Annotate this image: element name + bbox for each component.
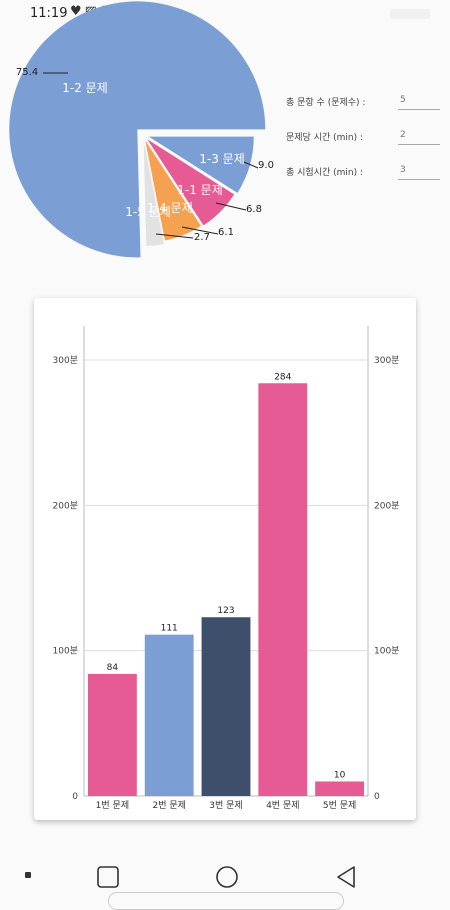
status-time: 11:19 xyxy=(30,6,68,21)
bar xyxy=(315,781,365,796)
x-tick-label: 5번 문제 xyxy=(323,800,356,811)
bar-value-label: 123 xyxy=(217,606,234,616)
pie-slice-label: 1-1 문제 xyxy=(177,183,223,197)
pie-value-label: 6.8 xyxy=(246,204,262,215)
x-tick-label: 1번 문제 xyxy=(96,800,129,811)
setting-row: 문제당 시간 (min) : xyxy=(286,130,450,150)
y-tick-label-right: 200분 xyxy=(374,500,399,511)
bar-value-label: 10 xyxy=(334,770,346,780)
pie-value-label: 2.7 xyxy=(194,232,210,243)
bar-value-label: 284 xyxy=(274,372,291,382)
setting-value-input[interactable] xyxy=(398,95,440,110)
home-button[interactable] xyxy=(214,864,240,890)
pie-slice xyxy=(145,140,201,241)
pie-leader-line xyxy=(215,202,247,211)
y-tick-label-left: 200분 xyxy=(53,500,78,511)
x-tick-label: 3번 문제 xyxy=(209,800,242,811)
battery-icon xyxy=(390,9,430,19)
setting-label: 총 시험시간 (min) : xyxy=(286,168,364,178)
y-tick-label-left: 100분 xyxy=(53,646,78,657)
pie-slice-label: 1-2 문제 xyxy=(62,81,108,95)
y-tick-label-right: 300분 xyxy=(374,355,399,366)
setting-label: 총 문항 수 (문제수) : xyxy=(286,98,366,108)
pie-slice xyxy=(9,1,266,258)
pie-value-label: 75.4 xyxy=(16,67,38,78)
pie-slice xyxy=(143,140,164,246)
pie-slice-label: 1-3 문제 xyxy=(199,152,245,166)
setting-value-input[interactable] xyxy=(398,130,440,145)
pie-slice xyxy=(148,136,254,193)
x-tick-label: 2번 문제 xyxy=(152,800,185,811)
y-tick-label-right: 0 xyxy=(374,792,380,802)
setting-value-input[interactable] xyxy=(398,165,440,180)
bar-value-label: 111 xyxy=(161,624,178,634)
pie-value-label: 6.1 xyxy=(218,227,234,238)
navigation-bar xyxy=(0,850,450,900)
recent-apps-button[interactable] xyxy=(95,864,121,890)
pie-slice-label: 1-5 문제 xyxy=(125,205,171,219)
pie-leader-line xyxy=(243,161,259,169)
bar-chart: 0 0 100분 100분 200분 200분 300분 300분 84 1번 문제 111 2번 문… xyxy=(53,326,399,811)
pie-slice xyxy=(147,139,235,226)
pie-value-label: 9.0 xyxy=(258,160,274,171)
x-tick-label: 4번 문제 xyxy=(266,800,299,811)
gesture-pill xyxy=(108,892,344,910)
pie-slice-label: 1-4 문제 xyxy=(147,201,193,215)
bar xyxy=(144,634,194,796)
y-tick-label-right: 100분 xyxy=(374,646,399,657)
pie-chart: 1-2 문제 75.4 1-3 문제 9.0 1-1 문제 6.8 1-4 문제 6.1 1-5… xyxy=(9,1,274,258)
y-tick-label-left: 0 xyxy=(72,792,78,802)
pie-leader-line xyxy=(155,233,194,239)
bar-chart-card: 0 0 100분 100분 200분 200분 300분 300분 84 1번 문제 111 2번 문… xyxy=(34,298,416,820)
pie-leader-line xyxy=(181,226,219,235)
setting-row: 총 문항 수 (문제수) : xyxy=(286,95,450,115)
setting-label: 문제당 시간 (min) : xyxy=(286,133,364,143)
bar xyxy=(201,617,251,796)
setting-row: 총 시험시간 (min) : xyxy=(286,165,450,185)
bar xyxy=(87,673,137,796)
back-button[interactable] xyxy=(333,864,359,890)
bar-value-label: 84 xyxy=(107,663,119,673)
nav-dot-icon[interactable] xyxy=(25,872,31,878)
heart-icon: ♥ xyxy=(70,4,85,19)
y-tick-label-left: 300분 xyxy=(53,355,78,366)
bar xyxy=(258,383,308,796)
